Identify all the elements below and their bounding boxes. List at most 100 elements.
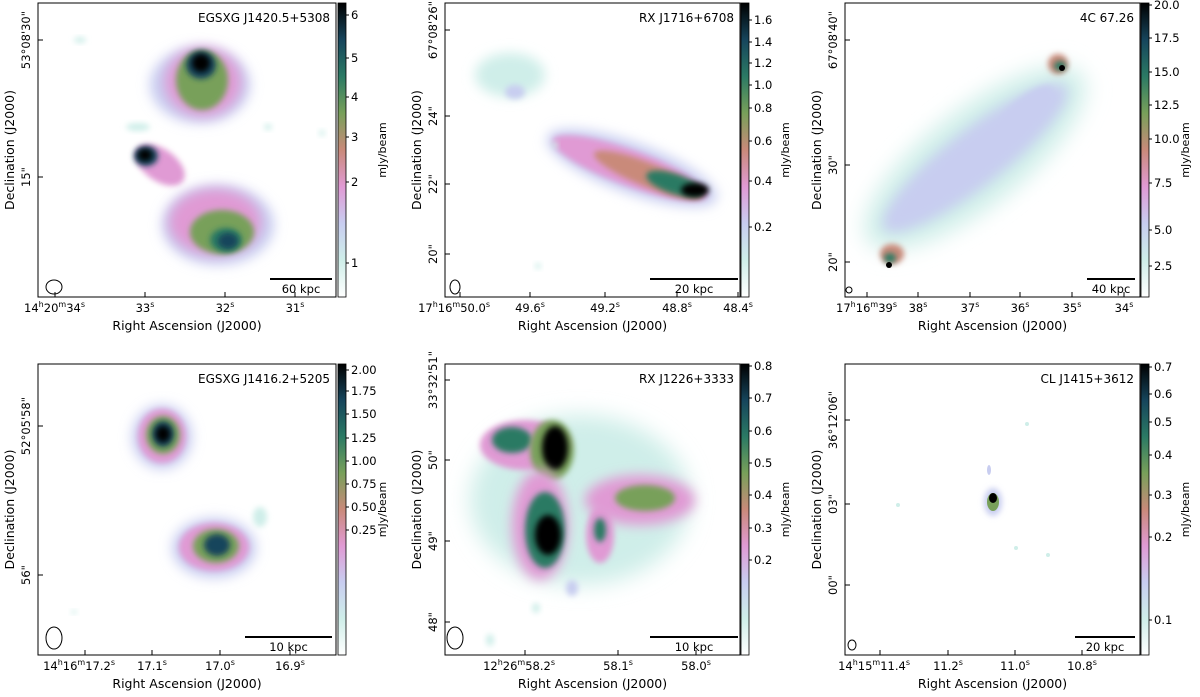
ra-seconds: 34 [1115,301,1130,315]
x-tick-label: 14h20m34s [24,300,85,315]
emission-region [486,634,494,646]
ra-s-unit: s [111,658,115,667]
colorbar-tick-label: 0.4 [754,488,772,502]
ra-s-unit: s [541,300,545,309]
y-tick-label: 20" [426,244,440,264]
panel-title: EGSXG J1420.5+5308 [198,11,330,25]
colorbar-tick-label: 1.00 [351,454,377,468]
ra-m-unit: m [517,658,525,667]
emission-region [1025,422,1029,426]
y-axis-title: Declination (J2000) [809,90,824,210]
y-tick-label: 48" [426,612,440,632]
ra-hours: 14 [24,301,39,315]
ra-seconds: 11.0 [1000,659,1026,673]
colorbar-tick-label: 1.25 [351,431,377,445]
panel-title: RX J1226+3333 [639,372,734,386]
scale-bar-label: 20 kpc [1086,640,1125,654]
x-axis-title: Right Ascension (J2000) [518,676,667,691]
beam-ellipse [45,626,63,650]
radio-emission [71,405,267,614]
colorbar-label: mJy/beam [1179,482,1192,537]
y-tick-label: 15" [19,167,33,187]
x-tick-label: 36s [1011,300,1030,315]
emission-region [594,518,606,542]
ra-s-unit: s [1129,300,1133,309]
plot-area [38,364,336,655]
emission-region [156,426,170,442]
ra-seconds: 31 [286,301,301,315]
beam-ellipse [845,286,853,294]
ra-m-unit: m [870,300,878,309]
ra-seconds: 17.1 [137,659,163,673]
ra-minutes: 15 [858,659,873,673]
y-tick-label: 36°12'06" [826,391,840,449]
y-tick-label: 53°08'30" [19,11,33,69]
plot-frame [37,363,337,656]
colorbar-label: mJy/beam [376,482,389,537]
x-tick-label: 14h16m17.2s [43,658,115,673]
plot-frame [844,2,1141,298]
colorbar-tick-label: 10.0 [1154,132,1180,146]
scale-bar-label: 60 kpc [282,282,321,296]
scale-bar-label: 10 kpc [269,640,308,654]
emission-region [264,124,272,130]
x-tick-label: 49.6s [515,300,545,315]
colorbar [740,363,750,656]
ra-minutes: 16 [438,301,453,315]
colorbar-tick-label: 0.4 [1154,448,1172,462]
x-tick-label: 17h16m50.0s [418,300,490,315]
x-axis-title: Right Ascension (J2000) [112,676,261,691]
y-axis-title: Declination (J2000) [409,90,424,210]
ra-s-unit: s [906,658,910,667]
emission-region [204,534,230,556]
colorbar-label: mJy/beam [779,482,792,537]
y-tick-label: 50" [426,450,440,470]
ra-seconds: 58.0 [681,659,707,673]
x-tick-label: 17h16m39s [836,300,897,315]
beam-ellipse [449,279,461,295]
emission-region [138,149,152,161]
y-axis-title: Declination (J2000) [2,90,17,210]
x-tick-label: 12h26m58.2s [483,658,555,673]
emission-region [989,493,997,503]
colorbar-tick-label: 7.5 [1154,176,1172,190]
beam-ellipse [45,279,63,295]
ra-s-unit: s [163,658,167,667]
colorbar-tick-label: 12.5 [1154,98,1180,112]
y-tick-label: 22" [426,174,440,194]
emission-region [475,53,545,97]
emission-region [535,515,561,555]
emission-region [1046,553,1050,557]
ra-s-unit: s [300,300,304,309]
ra-seconds: 49.6 [515,301,541,315]
emission-region [886,262,892,268]
ra-s-unit: s [616,300,620,309]
ra-seconds: 16.9 [275,659,301,673]
x-axis-title: Right Ascension (J2000) [918,318,1067,333]
panel-title: 4C 67.26 [1080,11,1134,25]
ra-s-unit: s [1093,658,1097,667]
colorbar-tick-label: 0.8 [754,359,772,373]
x-tick-label: 11.2s [933,658,963,673]
colorbar-tick-label: 0.7 [1154,360,1172,374]
emission-region [987,465,991,475]
ra-s-unit: s [975,300,979,309]
plot-frame [444,2,741,298]
colorbar-label: mJy/beam [1179,122,1192,177]
ra-m-unit: m [58,300,66,309]
colorbar-tick-label: 0.6 [1154,387,1172,401]
ra-minutes: 16 [856,301,871,315]
ra-s-unit: s [749,300,753,309]
colorbar-tick-label: 0.50 [351,500,377,514]
plot-frame [37,2,337,298]
emission-region [884,253,896,263]
ra-hours: 14 [43,659,58,673]
ra-m-unit: m [77,658,85,667]
ra-s-unit: s [1025,300,1029,309]
colorbar-tick-label: 0.5 [1154,415,1172,429]
colorbar-tick-label: 6 [351,8,358,22]
emission-region [681,183,709,197]
ra-m-unit: m [452,300,460,309]
